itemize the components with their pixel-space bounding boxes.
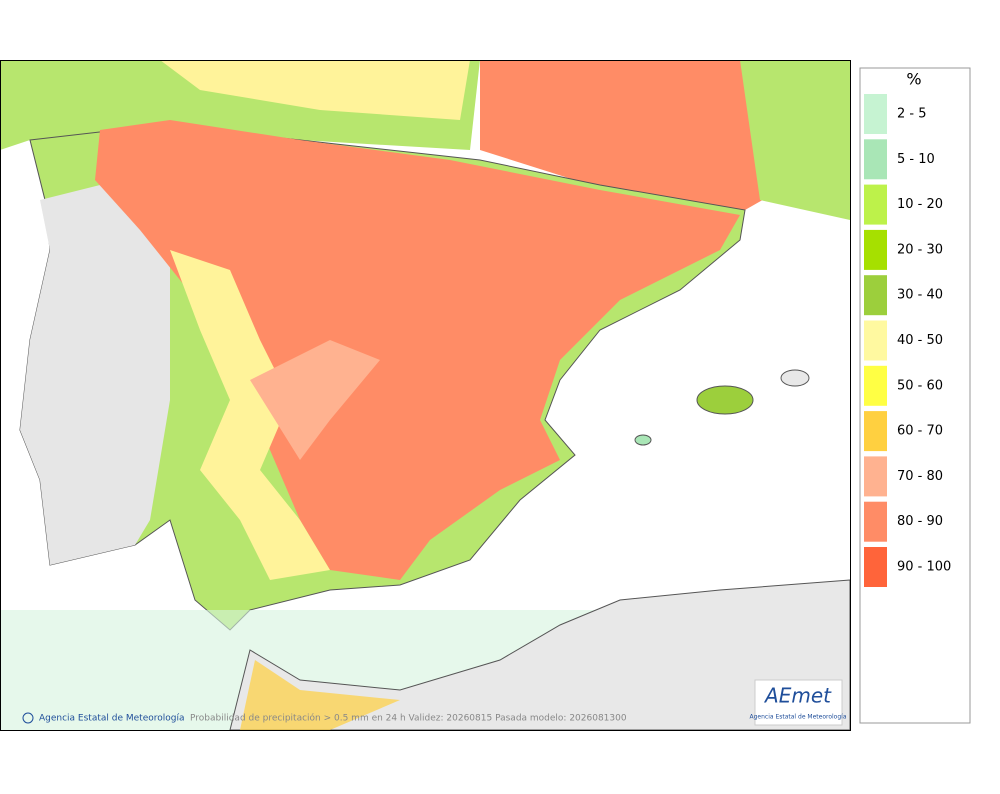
legend-label: 10 - 20 — [897, 197, 943, 212]
legend-label: 90 - 100 — [897, 560, 951, 575]
credit: Agencia Estatal de Meteorología — [39, 714, 185, 724]
legend-swatch — [864, 501, 887, 542]
legend-swatch — [864, 411, 887, 452]
legend-label: 2 - 5 — [897, 107, 927, 122]
legend-label: 80 - 90 — [897, 514, 943, 529]
legend-swatch — [864, 320, 887, 361]
legend-swatch — [864, 365, 887, 406]
legend-swatch — [864, 547, 887, 587]
legend-swatch — [864, 139, 887, 180]
copyright-icon — [22, 712, 34, 724]
legend-label: 50 - 60 — [897, 378, 943, 393]
legend-swatch — [864, 94, 887, 134]
legend-label: 60 - 70 — [897, 424, 943, 439]
legend-swatch — [864, 456, 887, 497]
legend-label: 20 - 30 — [897, 242, 943, 257]
map — [0, 60, 850, 730]
logo-box — [754, 679, 843, 726]
logo-subtitle: Agencia Estatal de Meteorología — [750, 714, 847, 721]
logo: AEmet — [763, 684, 832, 708]
legend-swatch — [864, 275, 887, 316]
caption: Probabilidad de precipitación > 0.5 mm e… — [190, 713, 627, 724]
legend-label: 5 - 10 — [897, 152, 935, 167]
legend-label: 40 - 50 — [897, 333, 943, 348]
legend-swatch — [864, 184, 887, 225]
legend-label: 30 - 40 — [897, 288, 943, 303]
legend-title: % — [906, 70, 921, 89]
legend-label: 70 - 80 — [897, 469, 943, 484]
map-frame — [0, 60, 851, 731]
legend-swatch — [864, 229, 887, 270]
